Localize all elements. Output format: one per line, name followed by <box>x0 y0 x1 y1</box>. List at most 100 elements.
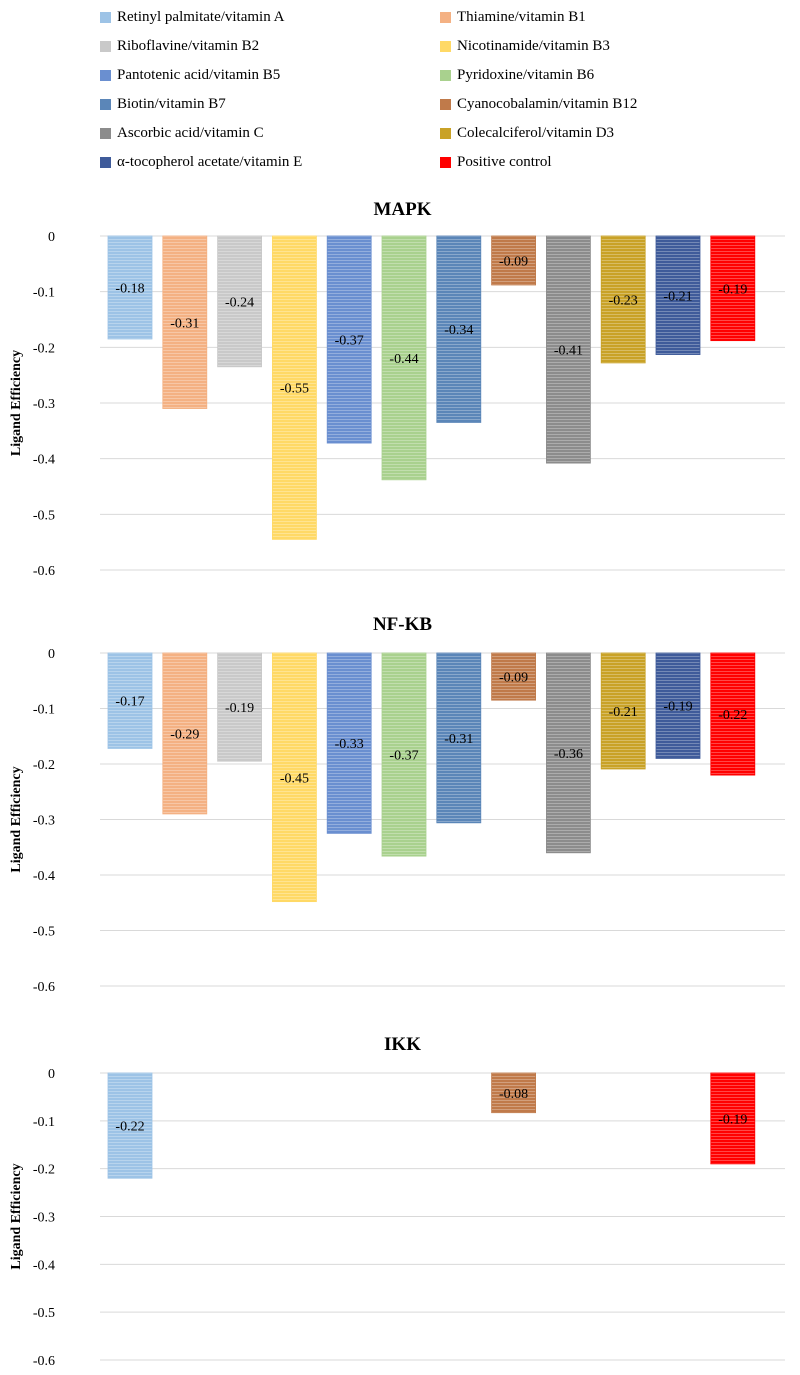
data-label: -0.34 <box>444 323 473 338</box>
y-axis-label: Ligand Efficiency <box>9 1163 24 1269</box>
bar <box>710 235 756 342</box>
bar <box>491 652 537 701</box>
legend-swatch <box>100 40 111 52</box>
data-label: -0.31 <box>444 732 473 747</box>
legend-item-vitamin-b2: Riboflavine/vitamin B2 <box>100 35 259 57</box>
y-axis-label: Ligand Efficiency <box>9 766 24 872</box>
y-tick-label: -0.2 <box>33 341 55 356</box>
legend-swatch <box>100 127 111 139</box>
data-label: -0.19 <box>663 700 692 715</box>
data-label: -0.37 <box>335 334 364 349</box>
data-label: -0.31 <box>170 316 199 331</box>
bar <box>271 652 317 903</box>
bar <box>162 652 208 815</box>
bar <box>655 235 701 355</box>
legend-item-vitamin-e: α-tocopherol acetate/vitamin E <box>100 151 302 173</box>
bar <box>546 652 591 854</box>
legend-item-vitamin-d3: Colecalciferol/vitamin D3 <box>440 122 614 144</box>
y-tick-label: 0 <box>48 1067 55 1082</box>
data-label: -0.29 <box>170 727 199 742</box>
y-tick-label: -0.4 <box>33 1258 55 1273</box>
bar <box>710 1072 756 1165</box>
bar <box>546 235 591 464</box>
y-tick-label: -0.5 <box>33 508 55 523</box>
chart-title: NF-KB <box>373 614 432 635</box>
legend-item-vitamin-a: Retinyl palmitate/vitamin A <box>100 6 284 28</box>
legend-item-positive-control: Positive control <box>440 151 552 173</box>
bar <box>217 652 263 762</box>
y-tick-label: -0.3 <box>33 1211 55 1226</box>
data-label: -0.36 <box>554 747 583 762</box>
data-label: -0.19 <box>718 1112 747 1127</box>
data-label: -0.44 <box>389 352 418 367</box>
bar <box>600 235 646 364</box>
data-label: -0.09 <box>499 671 528 686</box>
legend-item-vitamin-b7: Biotin/vitamin B7 <box>100 93 226 115</box>
legend-item-vitamin-b3: Nicotinamide/vitamin B3 <box>440 35 610 57</box>
bar <box>107 1072 153 1179</box>
y-tick-label: -0.6 <box>33 980 55 995</box>
legend-label: Ascorbic acid/vitamin C <box>117 124 264 141</box>
bar <box>107 652 153 749</box>
legend-swatch <box>100 69 111 81</box>
data-label: -0.19 <box>225 701 254 716</box>
legend-item-vitamin-b1: Thiamine/vitamin B1 <box>440 6 586 28</box>
bar <box>491 1072 537 1114</box>
bar <box>491 235 537 286</box>
bar <box>655 652 701 759</box>
data-label: -0.24 <box>225 295 254 310</box>
y-tick-label: -0.5 <box>33 925 55 940</box>
data-label: -0.18 <box>115 281 144 296</box>
legend-item-vitamin-b5: Pantotenic acid/vitamin B5 <box>100 64 280 86</box>
data-label: -0.09 <box>499 254 528 269</box>
y-tick-label: -0.2 <box>33 758 55 773</box>
data-label: -0.33 <box>335 737 364 752</box>
y-tick-label: -0.6 <box>33 1354 55 1369</box>
data-label: -0.37 <box>389 749 418 764</box>
bar <box>436 235 482 423</box>
bar <box>381 235 427 481</box>
data-label: -0.45 <box>280 771 309 786</box>
legend-label: Thiamine/vitamin B1 <box>457 8 586 25</box>
legend-swatch <box>100 156 111 168</box>
legend-label: Pyridoxine/vitamin B6 <box>457 66 595 83</box>
y-tick-label: -0.4 <box>33 869 55 884</box>
legend-swatch <box>440 127 451 139</box>
bar <box>326 235 372 444</box>
legend-label: Colecalciferol/vitamin D3 <box>457 124 615 141</box>
chart-ikk: IKK 0 -0.1 -0.2 -0.3 -0.4 -0.5 -0.6 Ligand Effic… <box>9 1034 785 1369</box>
y-tick-label: -0.5 <box>33 1306 55 1321</box>
legend-swatch <box>440 11 451 23</box>
legend-label: Biotin/vitamin B7 <box>117 95 226 112</box>
data-label: -0.22 <box>718 708 747 723</box>
chart-mapk: MAPK 0 -0.1 -0.2 -0.3 -0.4 -0.5 -0.6 Ligand Effi… <box>9 199 785 579</box>
bar <box>107 235 153 340</box>
y-tick-label: -0.3 <box>33 397 55 412</box>
y-tick-label: -0.1 <box>33 703 55 718</box>
data-label: -0.17 <box>115 695 144 710</box>
y-tick-label: -0.1 <box>33 1115 55 1130</box>
legend-swatch <box>440 69 451 81</box>
bar <box>162 235 208 409</box>
legend-label: Riboflavine/vitamin B2 <box>117 37 260 54</box>
y-tick-label: -0.2 <box>33 1163 55 1178</box>
chart-nf-kb: NF-KB 0 -0.1 -0.2 -0.3 -0.4 -0.5 -0.6 Ligand Eff… <box>9 614 785 995</box>
data-label: -0.21 <box>663 289 692 304</box>
legend-swatch <box>440 98 451 110</box>
bar <box>436 652 482 824</box>
data-label: -0.22 <box>115 1120 144 1135</box>
legend-label: Cyanocobalamin/vitamin B12 <box>457 95 638 112</box>
y-tick-label: -0.3 <box>33 814 55 829</box>
data-label: -0.55 <box>280 382 309 397</box>
y-tick-label: -0.1 <box>33 286 55 301</box>
data-label: -0.41 <box>554 344 583 359</box>
legend-label: Pantotenic acid/vitamin B5 <box>117 66 281 83</box>
data-label: -0.08 <box>499 1087 528 1102</box>
data-label: -0.21 <box>609 705 638 720</box>
legend-label: α-tocopherol acetate/vitamin E <box>117 153 303 170</box>
y-tick-label: -0.6 <box>33 564 55 579</box>
chart-title: MAPK <box>373 199 431 220</box>
legend-swatch <box>100 98 111 110</box>
chart-legend: Retinyl palmitate/vitamin A Thiamine/vit… <box>100 6 780 176</box>
